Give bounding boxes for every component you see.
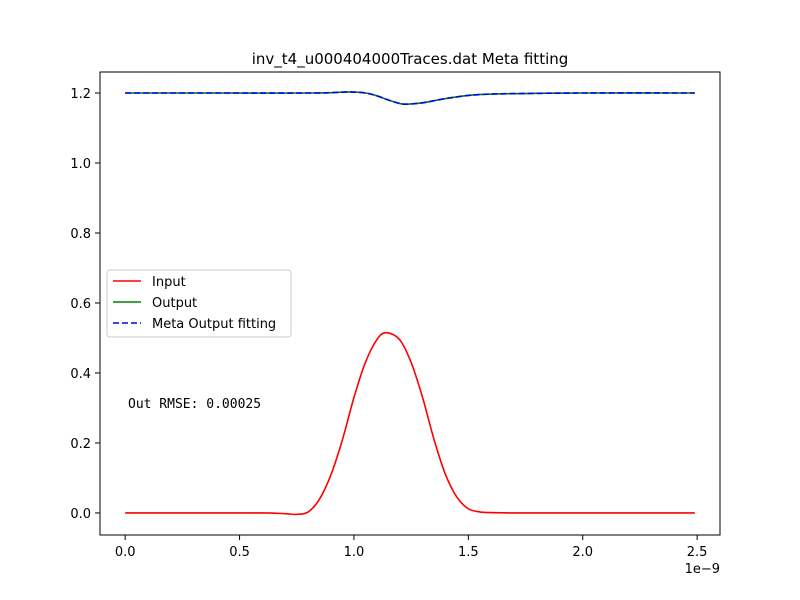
x-tick-label: 1.5: [458, 545, 479, 560]
legend: Input Output Meta Output fitting: [106, 269, 292, 338]
x-offset-label: 1e−9: [685, 562, 720, 577]
y-tick-label: 0.0: [70, 507, 91, 522]
y-tick-label: 0.8: [70, 227, 91, 242]
x-tick-label: 2.5: [687, 545, 708, 560]
legend-label: Input: [152, 275, 186, 290]
rmse-annotation: Out RMSE: 0.00025: [128, 397, 261, 412]
x-axis: 0.0 0.5 1.0 1.5 2.0 2.5: [115, 535, 708, 560]
legend-frame: [106, 269, 292, 338]
y-tick-label: 1.0: [70, 157, 91, 172]
series-line-input: [125, 331, 695, 516]
y-axis: 0.0 0.2 0.4 0.6 0.8 1.0 1.2: [70, 87, 100, 522]
series-layer: [125, 91, 695, 516]
legend-label: Meta Output fitting: [152, 317, 276, 332]
x-tick-label: 1.0: [344, 545, 365, 560]
series-line-meta-output-fitting: [125, 91, 695, 106]
y-tick-label: 0.6: [70, 297, 91, 312]
plot-frame: [99, 71, 721, 536]
x-tick-label: 0.5: [229, 545, 250, 560]
x-tick-label: 2.0: [572, 545, 593, 560]
chart-title: inv_t4_u000404000Traces.dat Meta fitting: [252, 50, 569, 69]
y-tick-label: 1.2: [70, 87, 91, 102]
y-tick-label: 0.4: [70, 367, 91, 382]
x-tick-label: 0.0: [115, 545, 136, 560]
y-tick-label: 0.2: [70, 437, 91, 452]
legend-label: Output: [152, 296, 197, 311]
